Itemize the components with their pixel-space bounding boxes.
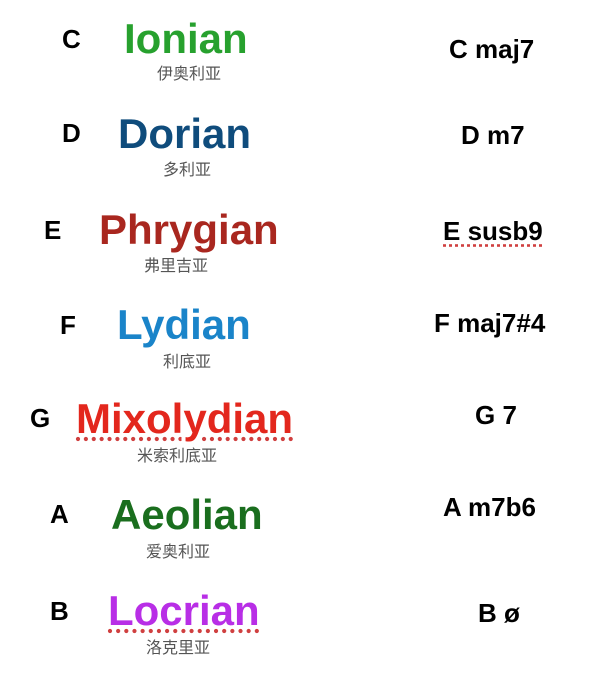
mode-name-chinese: 弗里吉亚 [144,256,209,275]
mode-name: Locrian [108,587,260,634]
root-note: A [50,499,69,529]
mode-name: Phrygian [99,206,279,253]
chord-symbol: C maj7 [449,34,535,64]
mode-row-dorian: D Dorian 多利亚 D m7 [0,0,597,178]
mode-name-chinese: 利底亚 [163,352,212,371]
mode-row-aeolian: A Aeolian 爱奥利亚 A m7b6 [0,0,597,560]
root-note: B [50,596,69,626]
mode-name-chinese: 伊奥利亚 [157,64,222,83]
chord-symbol: D m7 [461,120,525,150]
chord-symbol: B ø [478,598,520,628]
mode-name-chinese: 多利亚 [163,160,212,179]
chord-symbol: A m7b6 [443,492,536,522]
mode-name: Dorian [118,110,252,157]
mode-row-locrian: B Locrian 洛克里亚 B ø [0,0,597,656]
root-note: F [60,310,76,340]
chord-symbol: F maj7#4 [434,308,546,338]
mode-row-phrygian: E Phrygian 弗里吉亚 E susb9 [0,0,597,274]
root-note: G [30,403,51,433]
mode-name: Ionian [124,15,248,62]
mode-name-chinese: 爱奥利亚 [146,542,211,561]
mode-row-lydian: F Lydian 利底亚 F maj7#4 [0,0,597,370]
mode-name: Lydian [117,301,251,348]
mode-name: Aeolian [111,491,263,538]
mode-name: Mixolydian [76,395,294,442]
mode-name-chinese: 米索利底亚 [137,446,218,465]
mode-row-ionian: C Ionian 伊奥利亚 C maj7 [0,0,597,96]
root-note: D [62,118,81,148]
chord-symbol: E susb9 [443,216,543,246]
mode-name-chinese: 洛克里亚 [146,638,211,657]
mode-row-mixolydian: G Mixolydian 米索利底亚 G 7 [0,0,597,464]
root-note: C [62,24,81,54]
root-note: E [44,215,62,245]
chord-symbol: G 7 [475,400,517,430]
